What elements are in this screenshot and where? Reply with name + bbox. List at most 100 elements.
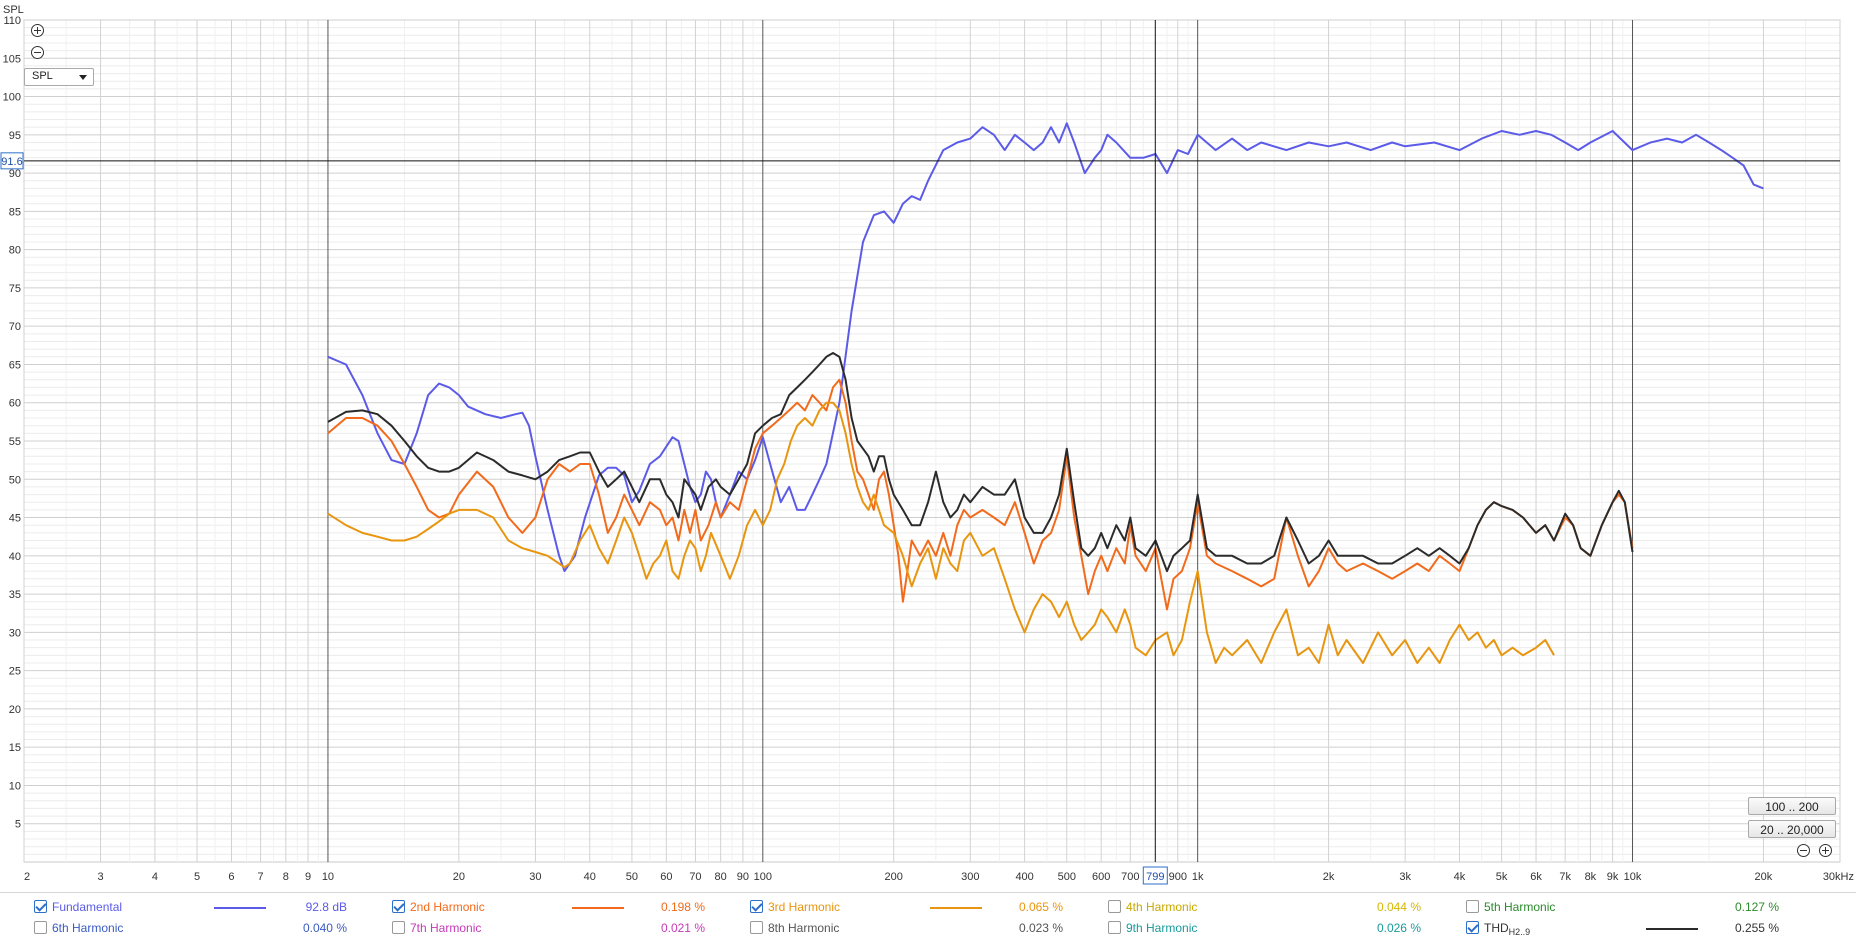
x-tick-label: 2k [1323,871,1335,883]
legend-checkbox[interactable] [34,921,47,934]
x-tick-label: 50 [626,871,638,883]
x-zoom-out-icon[interactable] [1797,844,1810,857]
y-tick-label: 95 [9,130,21,142]
y-tick-label: 35 [9,589,21,601]
legend-checkbox[interactable] [1108,921,1121,934]
legend-line-swatch [572,907,624,909]
y-tick-label: 90 [9,168,21,180]
zoom-out-icon[interactable] [31,46,44,59]
legend-label: Fundamental [52,900,123,914]
x-tick-label: 60 [660,871,672,883]
x-tick-label: 8k [1585,871,1597,883]
cursor-y-readout-box [0,152,24,170]
legend-label: 7th Harmonic [410,921,482,935]
y-tick-label: 75 [9,283,21,295]
y-tick-label: 85 [9,206,21,218]
x-tick-label: 7 [258,871,264,883]
legend-checkbox[interactable] [1466,900,1479,913]
mode-select-value: SPL [32,70,53,82]
y-tick-label: 40 [9,551,21,563]
x-tick-label: 6 [228,871,234,883]
legend-label: 4th Harmonic [1126,900,1198,914]
legend-line-swatch [930,907,982,909]
y-tick-label: 5 [15,819,21,831]
legend-item: 6th Harmonic 0.040 % [34,918,364,938]
x-tick-label: 2 [24,871,30,883]
legend-item: 8th Harmonic 0.023 % [750,918,1080,938]
y-tick-label: 10 [9,780,21,792]
legend-checkbox[interactable] [1108,900,1121,913]
x-zoom-in-icon[interactable] [1819,844,1832,857]
y-tick-label: 65 [9,359,21,371]
legend-item: 4th Harmonic 0.044 % [1108,897,1438,917]
legend-value: 0.065 % [1018,900,1063,914]
series-line-2nd-harmonic [327,378,1634,611]
x-tick-label: 10 [322,871,334,883]
y-tick-label: 80 [9,245,21,257]
range-100-200-button[interactable]: 100 .. 200 [1748,797,1836,815]
legend-line-swatch [214,907,266,909]
x-tick-label: 5 [194,871,200,883]
chevron-down-icon [79,75,87,80]
x-tick-label: 10k [1624,871,1642,883]
legend-panel: Fundamental 92.8 dB 2nd Harmonic 0.198 % 3rd… [0,892,1856,948]
legend-label: 2nd Harmonic [410,900,485,914]
legend-checkbox[interactable] [392,921,405,934]
y-tick-label: 55 [9,436,21,448]
x-tick-label: 900 [1169,871,1187,883]
x-tick-label: 70 [689,871,701,883]
x-tick-label: 1k [1192,871,1204,883]
zoom-in-icon[interactable] [31,24,44,37]
legend-label: THDH2..9 [1484,921,1531,937]
x-tick-label: 700 [1121,871,1139,883]
legend-item: 5th Harmonic 0.127 % [1466,897,1796,917]
y-tick-label: 25 [9,666,21,678]
x-tick-label: 9 [305,871,311,883]
mode-select[interactable]: SPL [24,68,94,86]
legend-item: 9th Harmonic 0.026 % [1108,918,1438,938]
x-tick-label: 100 [754,871,772,883]
frequency-response-chart[interactable]: 5101520253035404550556065707580859095100… [0,0,1856,892]
x-tick-label: 3 [98,871,104,883]
y-tick-label: 105 [3,53,21,65]
legend-label: 3rd Harmonic [768,900,841,914]
legend-value: 0.040 % [302,921,347,935]
legend-label: 5th Harmonic [1484,900,1556,914]
x-tick-label: 400 [1015,871,1033,883]
legend-item: 3rd Harmonic 0.065 % [750,897,1080,917]
legend-checkbox[interactable] [750,900,763,913]
legend-value: 0.127 % [1734,900,1779,914]
legend-checkbox[interactable] [392,900,405,913]
legend-item: 7th Harmonic 0.021 % [392,918,722,938]
x-tick-label: 6k [1530,871,1542,883]
legend-value: 0.023 % [1018,921,1063,935]
cursor-y-readout: 91.6 [1,156,22,168]
x-tick-label: 20k [1755,871,1773,883]
y-tick-label: 15 [9,742,21,754]
legend-checkbox[interactable] [1466,921,1479,934]
y-tick-label: 110 [3,15,21,27]
legend-label: 6th Harmonic [52,921,124,935]
series-line-3rd-harmonic [327,401,1555,664]
y-tick-label: 100 [3,92,21,104]
x-tick-label: 9k [1607,871,1619,883]
legend-label-subscript: H2..9 [1508,927,1531,937]
range-20-20000-button[interactable]: 20 .. 20,000 [1748,820,1836,838]
x-tick-label: 4 [152,871,158,883]
cursor-x-readout-box [1142,866,1168,885]
x-tick-label: 200 [885,871,903,883]
x-tick-label: 30 [529,871,541,883]
y-tick-label: 60 [9,398,21,410]
legend-checkbox[interactable] [750,921,763,934]
x-tick-label: 4k [1454,871,1466,883]
legend-value: 0.044 % [1376,900,1421,914]
legend-label: 9th Harmonic [1126,921,1198,935]
legend-item: 2nd Harmonic 0.198 % [392,897,722,917]
x-tick-label: 40 [584,871,596,883]
x-tick-label: 20 [453,871,465,883]
x-tick-label: 600 [1092,871,1110,883]
legend-item: THDH2..9 0.255 % [1466,918,1796,938]
legend-checkbox[interactable] [34,900,47,913]
legend-value: 0.026 % [1376,921,1421,935]
series-line-thd [327,352,1634,573]
